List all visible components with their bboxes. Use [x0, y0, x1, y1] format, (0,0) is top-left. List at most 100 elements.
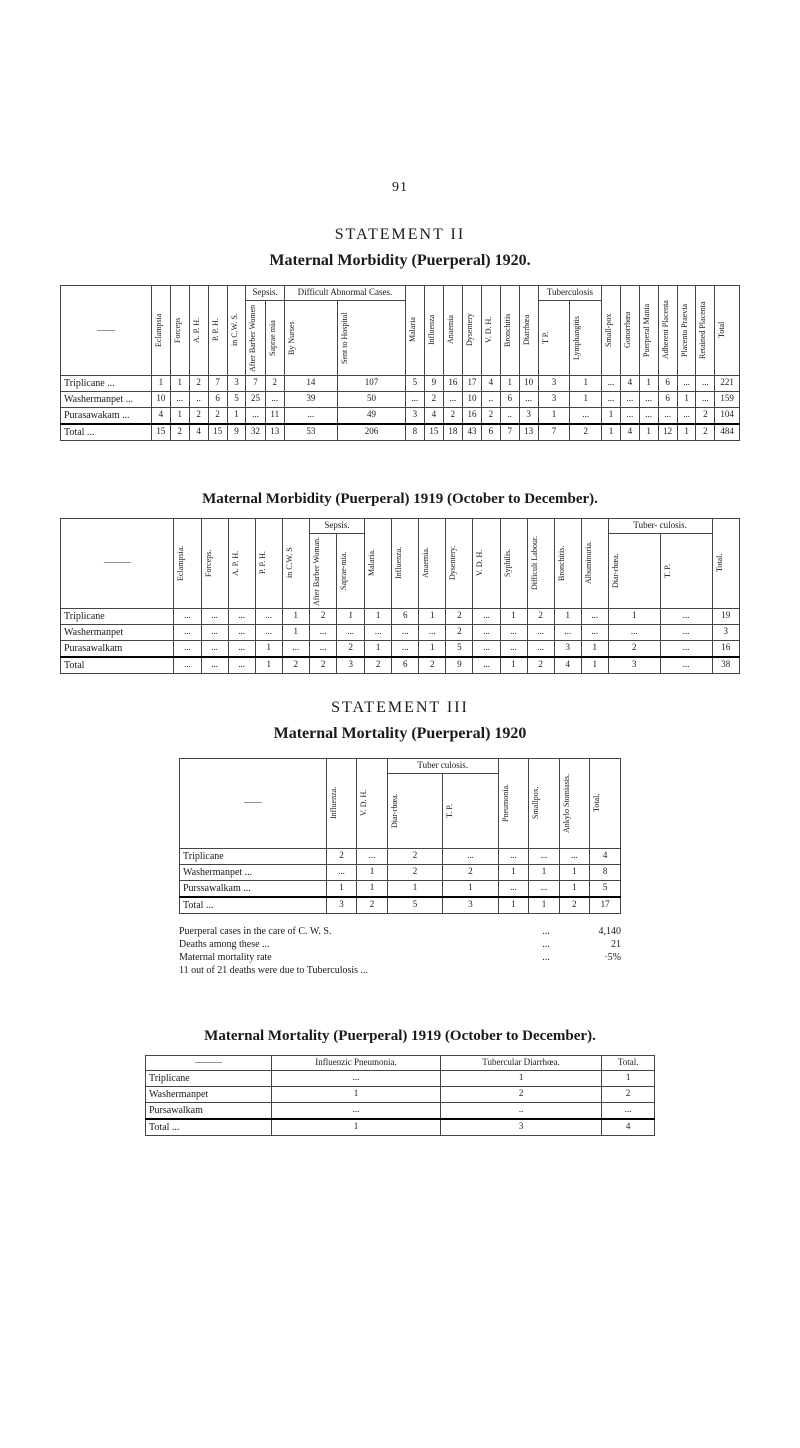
column-header: Gonorrhœa — [620, 286, 639, 376]
column-header: ——— — [146, 1055, 272, 1070]
total-row: Total ...325311217 — [180, 897, 621, 914]
cell: 1 — [272, 1086, 441, 1102]
cell: 8 — [590, 864, 621, 880]
cell: 1 — [170, 407, 189, 424]
cell: 16 — [443, 375, 462, 391]
cell: 43 — [462, 424, 481, 441]
cell: ... — [677, 375, 696, 391]
column-header: Influenza — [424, 286, 443, 376]
cell: 7 — [500, 424, 519, 441]
column-header: Tuberculosis — [538, 286, 601, 301]
page-number: 91 — [60, 180, 740, 196]
table-row: Triplicane............1211612...121...1.… — [61, 608, 740, 624]
cell: 3 — [519, 407, 538, 424]
column-header: Bronchitis. — [554, 518, 581, 608]
row-label: Purasawakam ... — [61, 407, 152, 424]
column-header: Retained Placenta — [696, 286, 715, 376]
cell: ... — [365, 624, 392, 640]
cell: 206 — [337, 424, 405, 441]
cell: 1 — [538, 407, 570, 424]
row-label: Washermanpet — [146, 1086, 272, 1102]
column-header: Ankylo Stomiasis. — [559, 758, 589, 848]
cell: 3 — [608, 657, 660, 674]
cell: ... — [696, 375, 715, 391]
column-header: Diar-rhœa. — [608, 533, 660, 608]
cell: 1 — [357, 880, 387, 897]
cell: ... — [639, 407, 658, 424]
cell: 4 — [620, 375, 639, 391]
cell: 16 — [712, 640, 740, 657]
cell: 2 — [326, 848, 356, 864]
cell: ... — [602, 391, 621, 407]
column-header: —— — [61, 286, 152, 376]
cell: ... — [527, 624, 554, 640]
cell: ... — [228, 608, 255, 624]
cell: 1 — [570, 391, 602, 407]
column-header: Dysentery — [462, 286, 481, 376]
cell: 16 — [462, 407, 481, 424]
cell: ... — [570, 407, 602, 424]
cell: 50 — [337, 391, 405, 407]
cell: 2 — [570, 424, 602, 441]
row-label: Total ... — [61, 424, 152, 441]
cell: 1 — [419, 608, 446, 624]
cell: 7 — [538, 424, 570, 441]
cell: ... — [309, 640, 337, 657]
cell: 1 — [554, 608, 581, 624]
cell: 2 — [357, 897, 387, 914]
row-label: Triplicane ... — [61, 375, 152, 391]
cell: 6 — [392, 657, 419, 674]
note-line: Puerperal cases in the care of C. W. S..… — [179, 926, 621, 937]
cell: 1 — [255, 640, 282, 657]
cell: 38 — [712, 657, 740, 674]
column-header: Syphilis. — [500, 518, 527, 608]
note-line: Deaths among these ......21 — [179, 939, 621, 950]
cell: ... — [228, 640, 255, 657]
cell: 1 — [500, 608, 527, 624]
row-label: Purssawalkam ... — [180, 880, 327, 897]
cell: 2 — [387, 848, 443, 864]
cell: 1 — [500, 657, 527, 674]
row-label: Triplicane — [146, 1070, 272, 1086]
cell: 2 — [446, 608, 473, 624]
statement-3-heading: STATEMENT III — [60, 699, 740, 717]
column-header: T. P. — [660, 533, 712, 608]
cell: 15 — [208, 424, 227, 441]
cell: 5 — [387, 897, 443, 914]
cell: 2 — [696, 424, 715, 441]
total-row: Total ...134 — [146, 1119, 655, 1136]
column-header: Eclampsia. — [174, 518, 201, 608]
table-row: Washermanpet............1...............… — [61, 624, 740, 640]
column-header: Albuminuria. — [581, 518, 608, 608]
cell: 1 — [365, 640, 392, 657]
cell: 1 — [639, 375, 658, 391]
cell: 18 — [443, 424, 462, 441]
cell: 9 — [446, 657, 473, 674]
cell: 3 — [337, 657, 365, 674]
cell: ... — [639, 391, 658, 407]
cell: 6 — [208, 391, 227, 407]
cell: ... — [201, 608, 228, 624]
cell: 1 — [570, 375, 602, 391]
column-header: Malaria — [405, 286, 424, 376]
column-header: Total. — [602, 1055, 655, 1070]
cell: ... — [620, 407, 639, 424]
cell: 3 — [712, 624, 740, 640]
cell: ... — [498, 848, 528, 864]
column-header: Influenzic Pneumonia. — [272, 1055, 441, 1070]
cell: ... — [272, 1070, 441, 1086]
cell: ... — [519, 391, 538, 407]
cell: ... — [174, 624, 201, 640]
cell: ... — [608, 624, 660, 640]
cell: 1 — [581, 640, 608, 657]
cell: 1 — [529, 897, 559, 914]
cell: 1 — [282, 624, 309, 640]
cell: 221 — [715, 375, 740, 391]
cell: 4 — [424, 407, 443, 424]
cell: 2 — [189, 375, 208, 391]
cell: ... — [357, 848, 387, 864]
row-label: Purasawalkam — [61, 640, 174, 657]
cell: ... — [500, 640, 527, 657]
cell: 2 — [443, 407, 462, 424]
column-header: P. P. H. — [208, 286, 227, 376]
